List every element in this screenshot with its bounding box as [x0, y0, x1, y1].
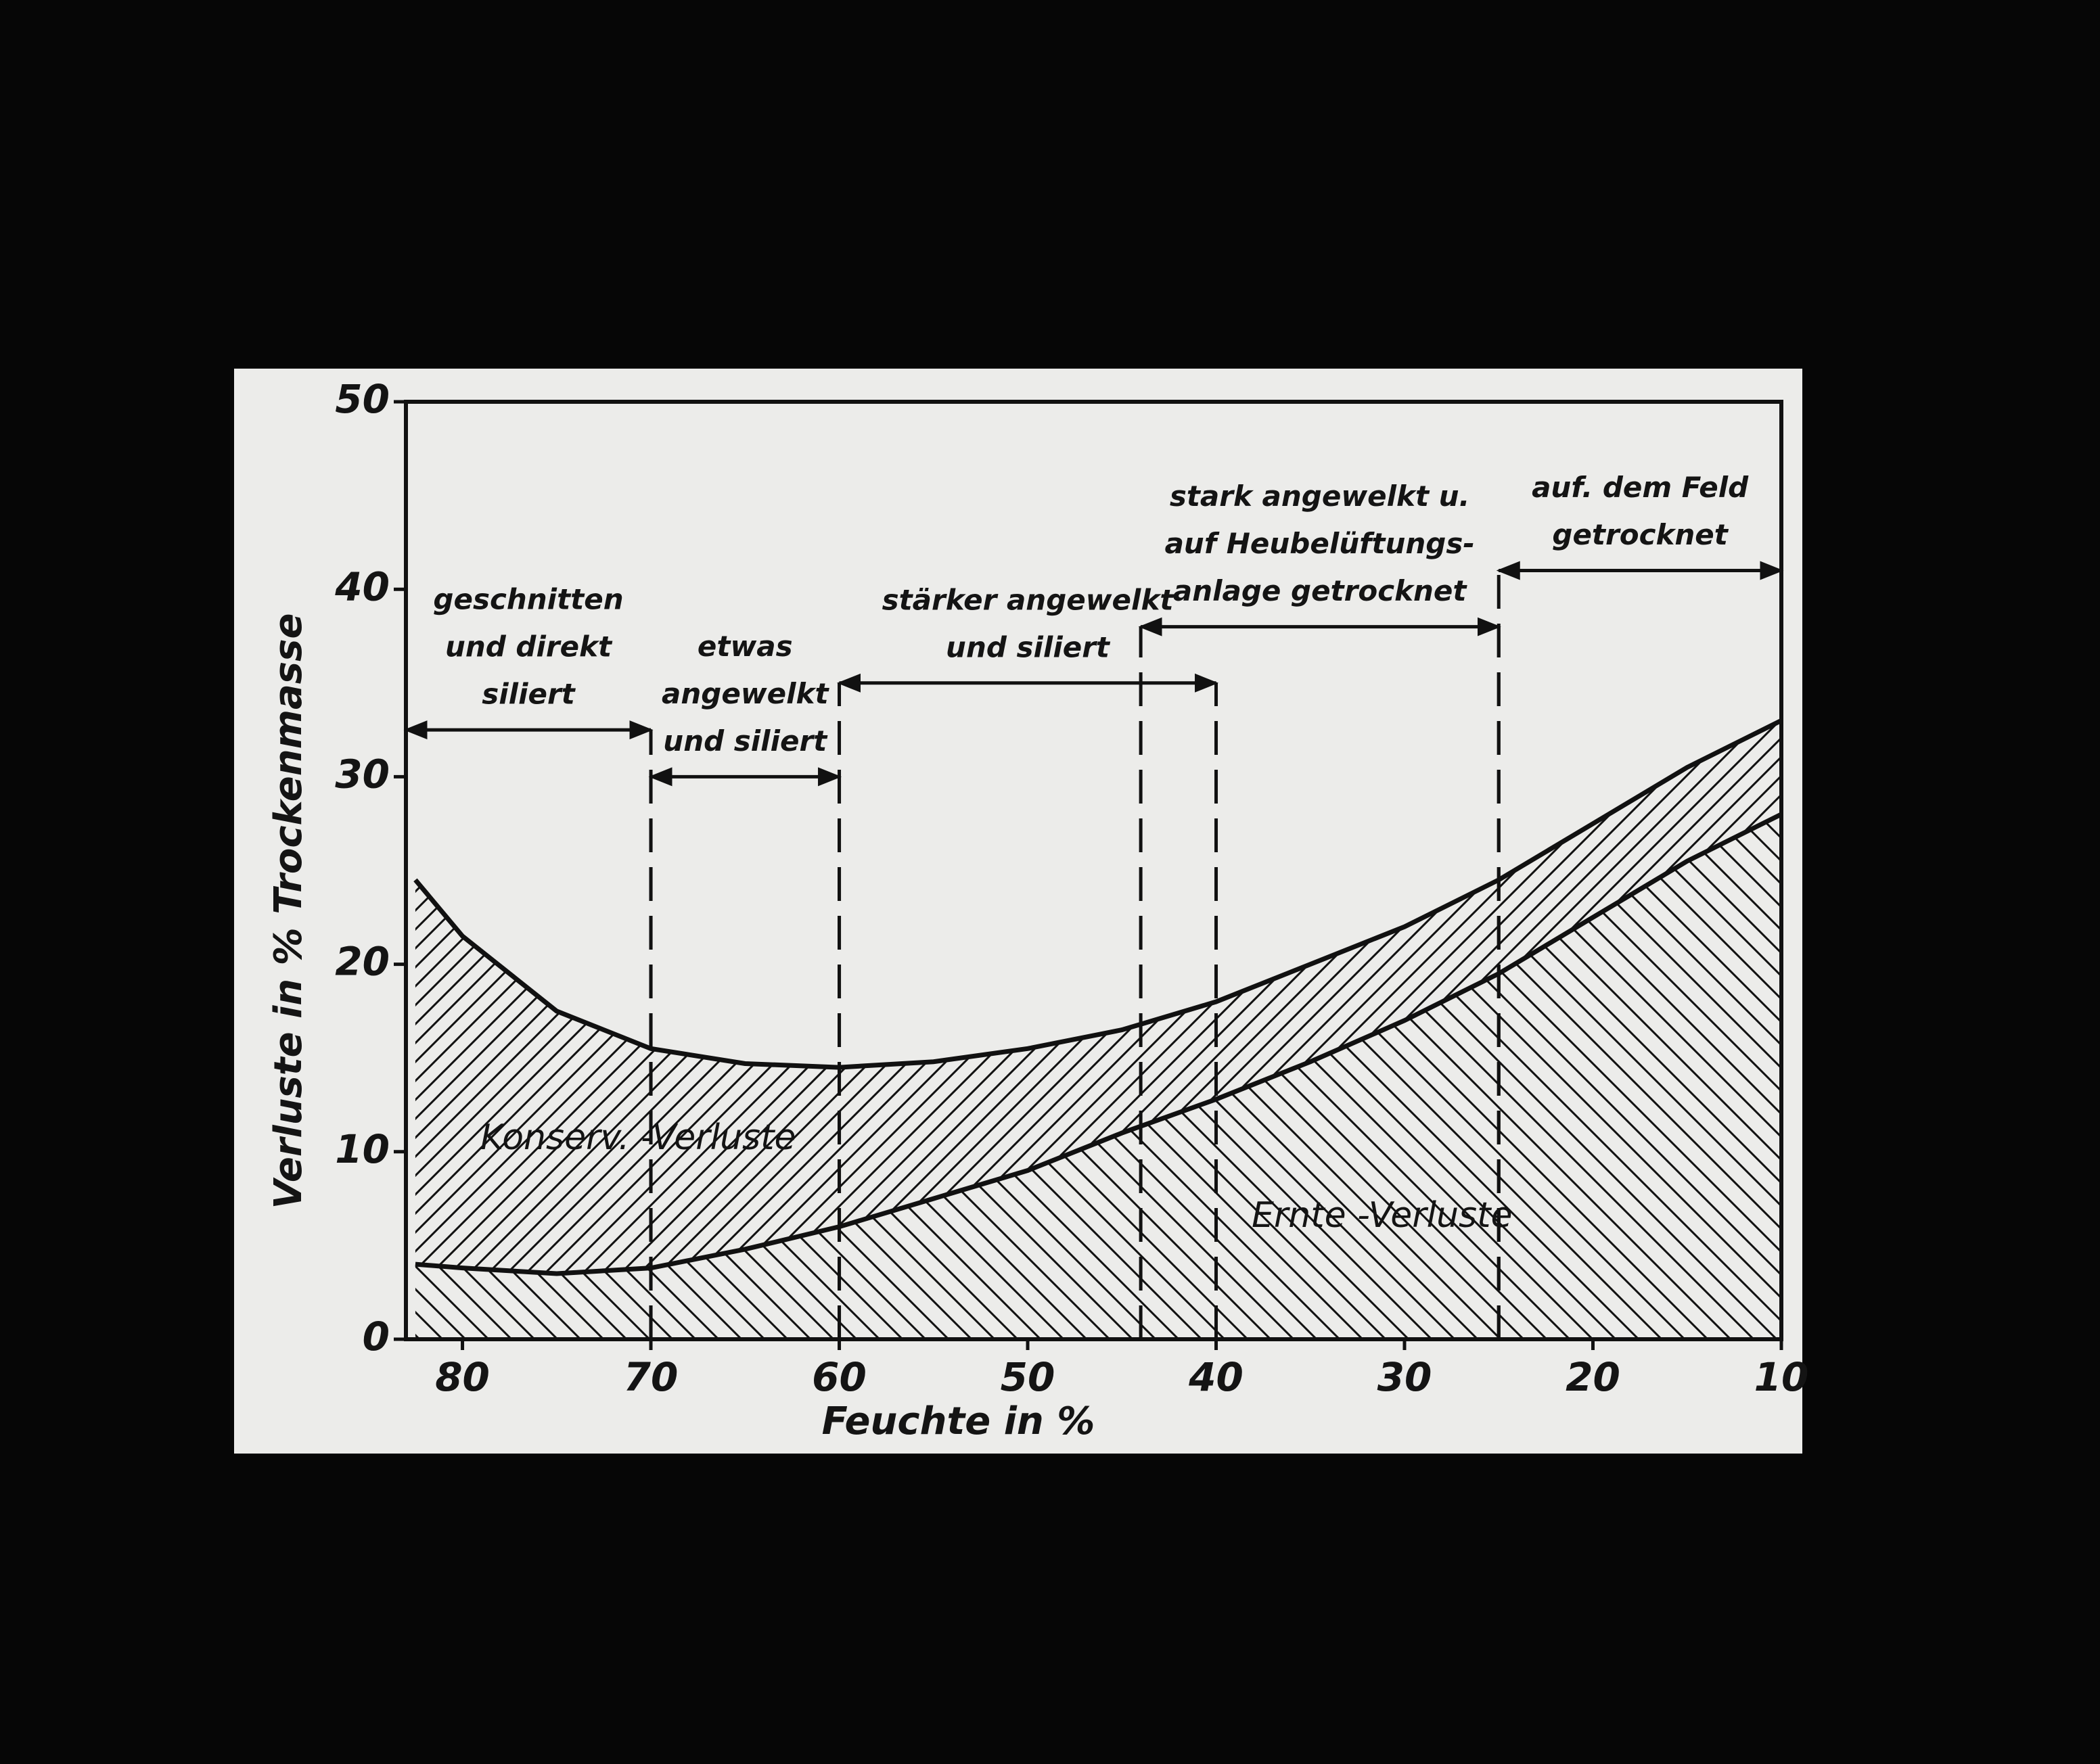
x-tick-label: 20: [1566, 1354, 1620, 1400]
range-label: etwas: [698, 630, 793, 663]
plot-frame: [404, 400, 1783, 1341]
y-tick-label: 10: [335, 1126, 390, 1172]
x-tick-label: 10: [1754, 1354, 1809, 1400]
area-label: Ernte -Verluste: [1252, 1195, 1513, 1236]
area: [415, 814, 1781, 1339]
x-axis-label: Feuchte in %: [822, 1399, 1095, 1443]
y-tick-label: 50: [335, 376, 390, 422]
area: [415, 720, 1781, 1274]
y-tick-label: 30: [335, 751, 390, 797]
range-label: stark angewelkt u.: [1170, 480, 1470, 513]
range-label: und siliert: [663, 724, 828, 758]
x-tick-label: 70: [624, 1354, 679, 1400]
range-label: auf Heubelüftungs-: [1165, 527, 1475, 560]
area-edge: [413, 718, 1783, 1070]
range-label: geschnitten: [433, 583, 623, 616]
range-label: siliert: [482, 678, 576, 711]
range-label: getrocknet: [1552, 518, 1729, 551]
area-label: Konserv. -Verluste: [480, 1117, 796, 1158]
x-tick-label: 60: [812, 1354, 867, 1400]
x-tick-label: 40: [1188, 1354, 1243, 1400]
y-tick-label: 20: [335, 939, 390, 985]
x-tick-label: 80: [435, 1354, 490, 1400]
range-label: angewelkt: [662, 677, 829, 710]
x-tick-label: 50: [1001, 1354, 1055, 1400]
y-axis-label: Verluste in % Trockenmasse: [267, 613, 311, 1209]
range-label: und direkt: [445, 630, 613, 664]
range-label: anlage getrocknet: [1173, 574, 1468, 607]
range-label: stärker angewelkt: [882, 583, 1175, 616]
y-tick-label: 0: [363, 1314, 390, 1360]
range-label: und siliert: [946, 630, 1111, 664]
range-label: auf. dem Feld: [1532, 471, 1749, 504]
y-tick-label: 40: [334, 563, 390, 609]
x-tick-label: 30: [1377, 1354, 1432, 1400]
